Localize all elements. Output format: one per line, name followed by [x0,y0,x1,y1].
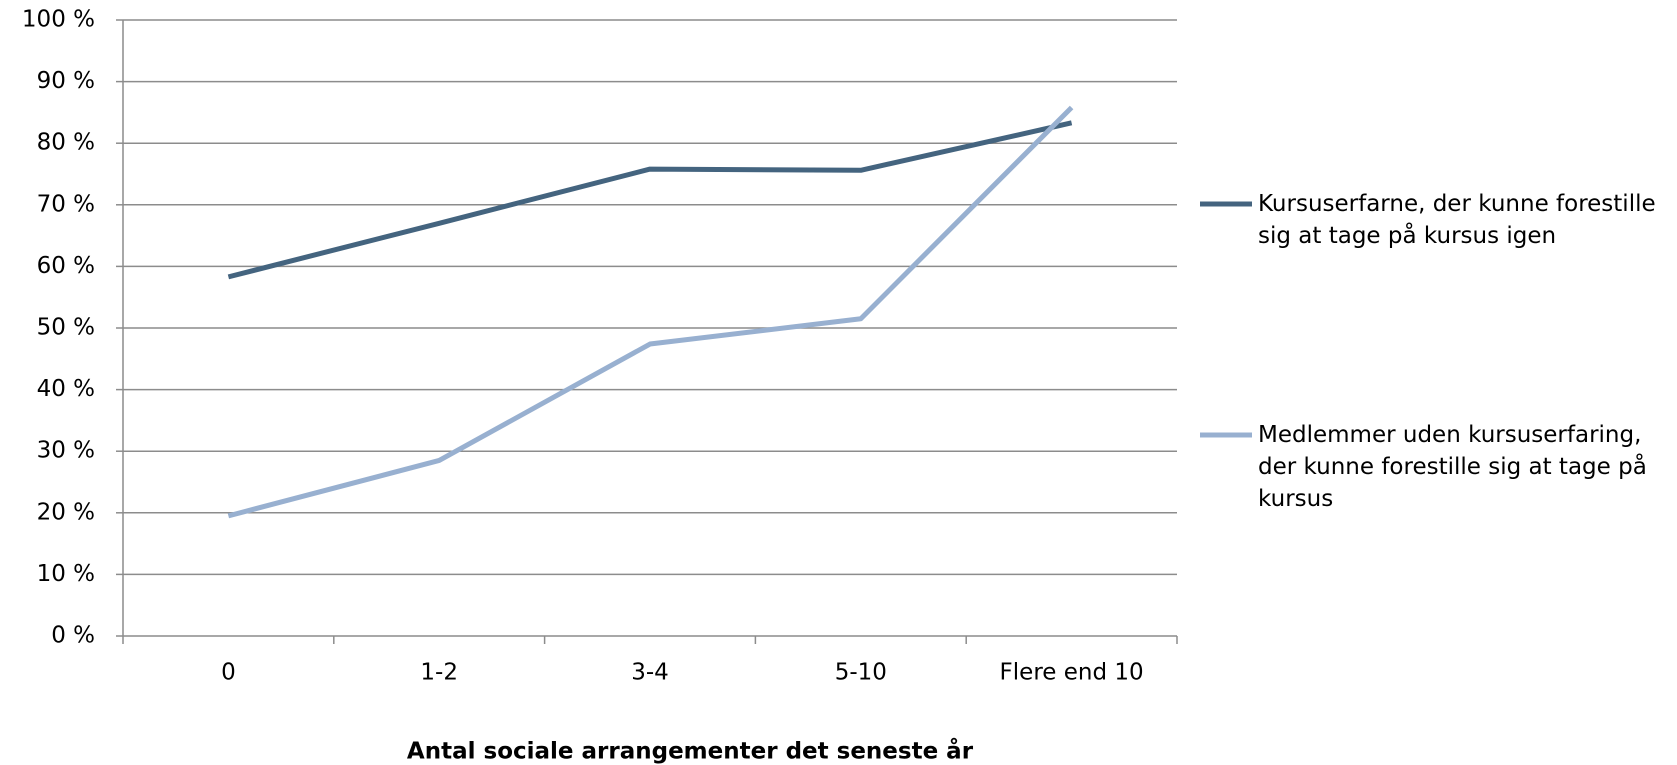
legend-label: Kursuserfarne, der kunne forestille sig … [1258,191,1656,249]
x-axis-title: Antal sociale arrangementer det seneste … [407,738,974,765]
x-tick-label: Flere end 10 [1000,660,1144,686]
y-tick-label: 90 % [37,68,95,94]
y-tick-label: 0 % [51,623,95,649]
y-tick-label: 100 % [22,7,95,33]
y-tick-label: 20 % [37,499,95,525]
y-tick-label: 70 % [37,191,95,217]
x-tick-label: 1-2 [420,660,458,686]
y-tick-label: 50 % [37,315,95,341]
legend-label: Medlemmer uden kursuserfaring, der kunne… [1258,422,1647,512]
y-tick-label: 40 % [37,376,95,402]
x-tick-label: 0 [221,660,236,686]
x-tick-label: 5-10 [835,660,887,686]
y-tick-label: 80 % [37,130,95,156]
y-tick-label: 60 % [37,253,95,279]
series-line [227,120,1073,280]
y-tick-label: 10 % [37,561,95,587]
y-tick-label: 30 % [37,438,95,464]
x-tick-label: 3-4 [631,660,669,686]
series-line [227,105,1074,519]
